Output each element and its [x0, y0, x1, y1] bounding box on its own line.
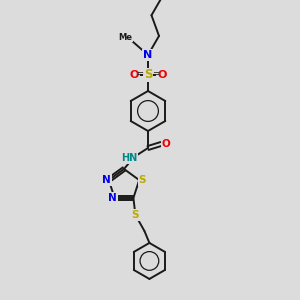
Text: =: = [152, 69, 160, 78]
Text: N: N [102, 175, 111, 185]
Text: O: O [162, 139, 170, 149]
Text: S: S [132, 210, 139, 220]
Text: O: O [157, 70, 167, 80]
Text: S: S [144, 68, 152, 82]
Text: O: O [129, 70, 139, 80]
Text: N: N [108, 193, 117, 203]
Text: N: N [143, 50, 153, 60]
Text: S: S [139, 175, 146, 185]
Text: =: = [136, 69, 143, 78]
Text: HN: HN [121, 153, 137, 163]
Text: Me: Me [118, 32, 132, 41]
